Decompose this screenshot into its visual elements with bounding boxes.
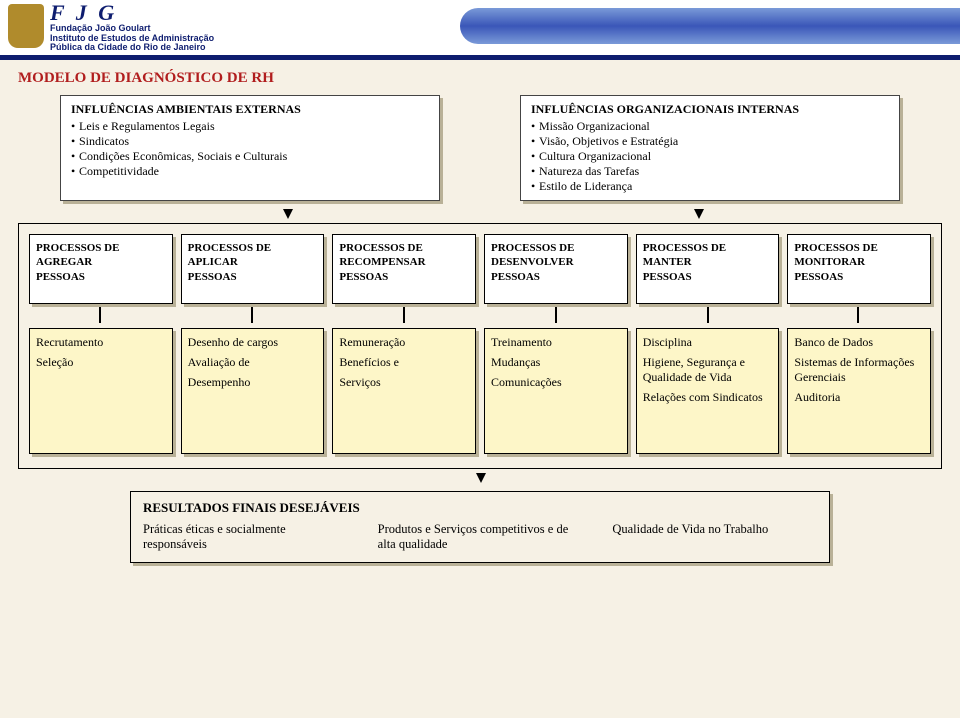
results-col: Práticas éticas e socialmente responsáve…: [143, 522, 348, 552]
influences-row: INFLUÊNCIAS AMBIENTAIS EXTERNAS Leis e R…: [18, 95, 942, 201]
process-sub: Disciplina Higiene, Segurança e Qualidad…: [636, 328, 780, 454]
sub-item: Mudanças: [491, 355, 621, 370]
internal-influences-title: INFLUÊNCIAS ORGANIZACIONAIS INTERNAS: [531, 102, 889, 117]
sub-item: Auditoria: [794, 390, 924, 405]
connector-line: [707, 307, 709, 323]
process-head-label: PROCESSOS DEAPLICARPESSOAS: [188, 241, 318, 284]
process-head-label: PROCESSOS DEAGREGARPESSOAS: [36, 241, 166, 284]
internal-influences-box: INFLUÊNCIAS ORGANIZACIONAIS INTERNAS Mis…: [520, 95, 900, 201]
process-heads-row: PROCESSOS DEAGREGARPESSOAS PROCESSOS DEA…: [29, 234, 931, 304]
sub-item: Recrutamento: [36, 335, 166, 350]
process-head: PROCESSOS DEAGREGARPESSOAS: [29, 234, 173, 304]
sub-item: Serviços: [339, 375, 469, 390]
arrow-down-icon: [694, 209, 704, 219]
arrow-row-bottom: [18, 469, 942, 491]
process-head: PROCESSOS DEMONITORARPESSOAS: [787, 234, 931, 304]
connector-line: [99, 307, 101, 323]
logo-text: F J G Fundação João Goulart Instituto de…: [50, 2, 214, 54]
logo-block: F J G Fundação João Goulart Instituto de…: [8, 2, 214, 54]
process-head-label: PROCESSOS DEMONITORARPESSOAS: [794, 241, 924, 284]
results-columns: Práticas éticas e socialmente responsáve…: [143, 522, 817, 552]
process-sub: Banco de Dados Sistemas de Informações G…: [787, 328, 931, 454]
results-box: RESULTADOS FINAIS DESEJÁVEIS Práticas ét…: [130, 491, 830, 563]
process-head: PROCESSOS DEDESENVOLVERPESSOAS: [484, 234, 628, 304]
process-head: PROCESSOS DEMANTERPESSOAS: [636, 234, 780, 304]
results-col: Produtos e Serviços competitivos e de al…: [378, 522, 583, 552]
arrow-down-icon: [476, 473, 486, 483]
external-influences-list: Leis e Regulamentos Legais Sindicatos Co…: [71, 119, 429, 179]
connector-line: [857, 307, 859, 323]
process-head: PROCESSOS DE RECOMPENSARPESSOAS: [332, 234, 476, 304]
process-sub: Recrutamento Seleção: [29, 328, 173, 454]
list-item: Missão Organizacional: [531, 119, 889, 134]
sub-item: Sistemas de Informações Gerenciais: [794, 355, 924, 385]
list-item: Sindicatos: [71, 134, 429, 149]
process-head-label: PROCESSOS DE RECOMPENSARPESSOAS: [339, 241, 469, 284]
internal-influences-list: Missão Organizacional Visão, Objetivos e…: [531, 119, 889, 194]
connector-row: [29, 312, 931, 328]
results-title: RESULTADOS FINAIS DESEJÁVEIS: [143, 500, 817, 516]
connector-line: [251, 307, 253, 323]
sub-item: Seleção: [36, 355, 166, 370]
logo-line3: Pública da Cidade do Rio de Janeiro: [50, 43, 214, 53]
sub-item: Higiene, Segurança e Qualidade de Vida: [643, 355, 773, 385]
list-item: Cultura Organizacional: [531, 149, 889, 164]
results-col: Qualidade de Vida no Trabalho: [612, 522, 817, 552]
sub-item: Treinamento: [491, 335, 621, 350]
page-header: F J G Fundação João Goulart Instituto de…: [0, 0, 960, 60]
sub-item: Comunicações: [491, 375, 621, 390]
arrow-row-top: [18, 209, 942, 223]
page-title: MODELO DE DIAGNÓSTICO DE RH: [18, 70, 942, 87]
sub-item: Benefícios e: [339, 355, 469, 370]
sub-item: Desenho de cargos: [188, 335, 318, 350]
sub-item: Avaliação de: [188, 355, 318, 370]
process-sub: Desenho de cargos Avaliação de Desempenh…: [181, 328, 325, 454]
header-band: [460, 8, 960, 44]
list-item: Estilo de Liderança: [531, 179, 889, 194]
process-head-label: PROCESSOS DEDESENVOLVERPESSOAS: [491, 241, 621, 284]
connector-line: [403, 307, 405, 323]
external-influences-title: INFLUÊNCIAS AMBIENTAIS EXTERNAS: [71, 102, 429, 117]
list-item: Visão, Objetivos e Estratégia: [531, 134, 889, 149]
sub-item: Disciplina: [643, 335, 773, 350]
connector-line: [555, 307, 557, 323]
list-item: Natureza das Tarefas: [531, 164, 889, 179]
list-item: Competitividade: [71, 164, 429, 179]
processes-container: PROCESSOS DEAGREGARPESSOAS PROCESSOS DEA…: [18, 223, 942, 469]
process-sub: Treinamento Mudanças Comunicações: [484, 328, 628, 454]
sub-item: Desempenho: [188, 375, 318, 390]
list-item: Leis e Regulamentos Legais: [71, 119, 429, 134]
external-influences-box: INFLUÊNCIAS AMBIENTAIS EXTERNAS Leis e R…: [60, 95, 440, 201]
list-item: Condições Econômicas, Sociais e Culturai…: [71, 149, 429, 164]
content-area: MODELO DE DIAGNÓSTICO DE RH INFLUÊNCIAS …: [0, 60, 960, 563]
logo-emblem-icon: [8, 4, 44, 48]
process-sub: Remuneração Benefícios e Serviços: [332, 328, 476, 454]
sub-item: Banco de Dados: [794, 335, 924, 350]
sub-item: Relações com Sindicatos: [643, 390, 773, 405]
arrow-down-icon: [283, 209, 293, 219]
logo-acronym: F J G: [50, 2, 214, 24]
sub-item: Remuneração: [339, 335, 469, 350]
process-head-label: PROCESSOS DEMANTERPESSOAS: [643, 241, 773, 284]
process-head: PROCESSOS DEAPLICARPESSOAS: [181, 234, 325, 304]
process-sub-row: Recrutamento Seleção Desenho de cargos A…: [29, 328, 931, 454]
